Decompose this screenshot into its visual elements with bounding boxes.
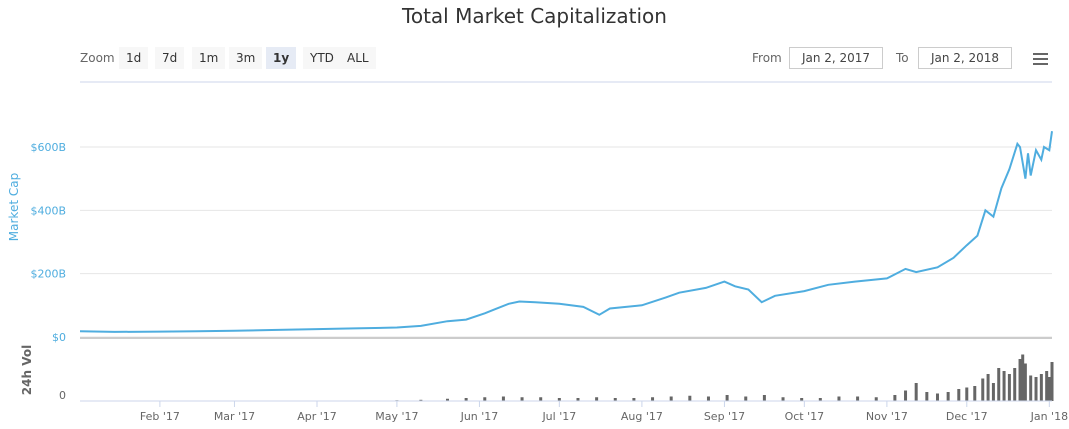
volume-bar: [1039, 374, 1043, 401]
volume-bar: [800, 398, 804, 401]
x-tick-label: Apr '17: [297, 410, 337, 423]
volume-bar: [1002, 371, 1006, 401]
x-tick-label: Oct '17: [785, 410, 825, 423]
volume-bar: [725, 395, 729, 401]
y-axis-title: Market Cap: [7, 173, 21, 241]
volume-bar: [957, 389, 961, 401]
volume-bar: [419, 399, 423, 401]
volume-bar: [1034, 377, 1038, 401]
zoom-button-1m[interactable]: 1m: [192, 47, 226, 69]
zoom-button-3m[interactable]: 3m: [229, 47, 263, 69]
y-tick-label: $600B: [30, 141, 66, 154]
volume-bar: [991, 383, 995, 401]
volume-bar: [893, 395, 897, 401]
volume-bar: [1047, 377, 1051, 401]
x-tick-label: Nov '17: [866, 410, 908, 423]
volume-bar: [837, 396, 841, 401]
volume-bar: [1013, 368, 1017, 401]
volume-bar: [445, 398, 449, 401]
volume-bar: [595, 397, 599, 401]
zoom-button-7d[interactable]: 7d: [155, 47, 185, 69]
x-tick-label: Sep '17: [704, 410, 745, 423]
from-label: From: [752, 51, 782, 65]
volume-bar: [1018, 359, 1022, 401]
x-tick-label: Dec '17: [946, 410, 988, 423]
volume-bar: [464, 398, 468, 401]
y-tick-label: $400B: [30, 204, 66, 217]
to-label: To: [896, 51, 909, 65]
to-date-input[interactable]: Jan 2, 2018: [918, 47, 1012, 69]
volume-bar: [904, 390, 908, 401]
volume-bar: [986, 374, 990, 401]
volume-bar: [781, 397, 785, 401]
volume-bar: [935, 393, 939, 401]
volume-bar: [973, 386, 977, 401]
x-tick-label: Jul '17: [541, 410, 576, 423]
zoom-label: Zoom: [80, 51, 115, 65]
volume-bar: [1023, 363, 1027, 401]
volume-bar: [744, 396, 748, 401]
volume-bar: [965, 387, 969, 401]
volume-bar: [613, 398, 617, 401]
volume-bar: [520, 397, 524, 401]
y-tick-label: $0: [52, 331, 66, 344]
from-date-input[interactable]: Jan 2, 2017: [789, 47, 883, 69]
volume-bar: [981, 378, 985, 401]
x-tick-label: Mar '17: [214, 410, 255, 423]
volume-bar: [706, 396, 710, 401]
zoom-button-all[interactable]: ALL: [340, 47, 376, 69]
volume-bar: [576, 398, 580, 401]
x-tick-label: May '17: [375, 410, 418, 423]
volume-bar: [1050, 362, 1054, 401]
x-tick-label: Jun '17: [460, 410, 499, 423]
market-cap-line: [79, 131, 1053, 333]
volume-bar: [946, 392, 950, 401]
hamburger-icon[interactable]: [1033, 53, 1048, 68]
volume-bar: [688, 395, 692, 401]
zoom-button-1d[interactable]: 1d: [119, 47, 149, 69]
x-tick-label: Feb '17: [140, 410, 180, 423]
x-tick-label: Jan '18: [1030, 410, 1068, 423]
zoom-button-ytd[interactable]: YTD: [303, 47, 341, 69]
zoom-button-1y[interactable]: 1y: [266, 47, 297, 69]
volume-bar: [483, 397, 487, 401]
volume-bar: [925, 392, 929, 401]
volume-bar: [856, 396, 860, 401]
volume-bar: [874, 397, 878, 401]
volume-bar: [539, 397, 543, 401]
volume-bar: [632, 398, 636, 401]
volume-bar: [1029, 375, 1033, 401]
volume-bar: [651, 397, 655, 401]
volume-axis-title: 24h Vol: [20, 345, 34, 395]
volume-bar: [914, 383, 918, 401]
volume-bar: [1045, 371, 1049, 401]
volume-bar: [669, 396, 673, 401]
volume-bar: [997, 368, 1001, 401]
volume-bar: [501, 396, 505, 401]
volume-bar: [557, 398, 561, 401]
volume-bar: [818, 398, 822, 401]
chart-title: Total Market Capitalization: [402, 4, 667, 28]
y-tick-label: $200B: [30, 268, 66, 281]
volume-tick-label: 0: [59, 389, 66, 402]
volume-bar: [1021, 354, 1025, 401]
x-tick-label: Aug '17: [621, 410, 663, 423]
volume-bar: [762, 395, 766, 401]
volume-bar: [1007, 374, 1011, 401]
